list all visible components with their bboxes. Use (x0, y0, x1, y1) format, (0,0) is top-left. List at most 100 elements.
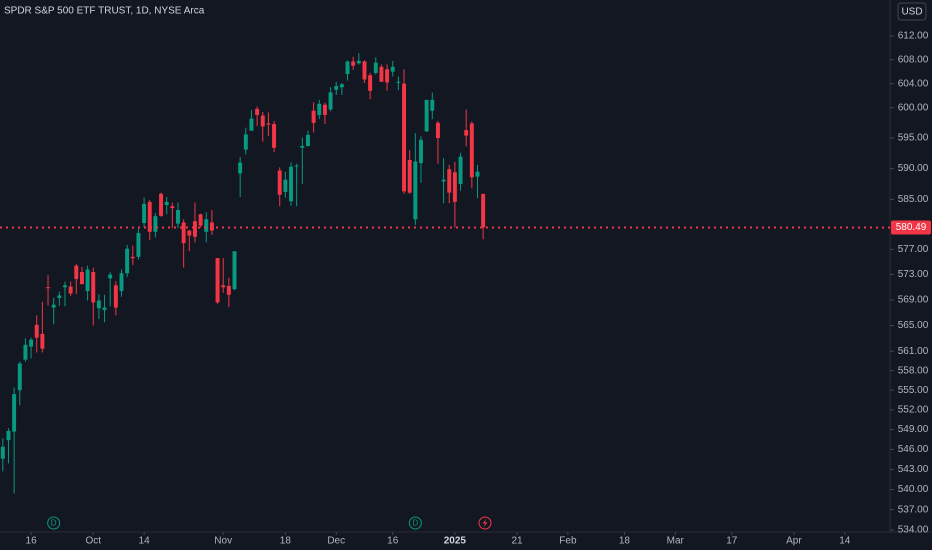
x-tick-label: Nov (214, 536, 232, 547)
x-tick-label: 2025 (444, 536, 467, 547)
candle-body (243, 134, 248, 150)
candle-body (345, 61, 350, 75)
y-tick-label: 612.00 (898, 31, 929, 42)
candle-body (379, 66, 384, 82)
y-tick-label: 577.00 (898, 244, 929, 255)
last-price-label: 580.49 (896, 222, 927, 233)
candle-body (464, 130, 469, 136)
y-tick-label: 565.00 (898, 320, 929, 331)
candle-body (328, 92, 333, 110)
x-tick-label: 18 (619, 536, 631, 547)
candle-body (322, 104, 327, 115)
candle-body (85, 269, 90, 292)
y-tick-label: 537.00 (898, 504, 929, 515)
candle-body (198, 214, 203, 226)
candle-body (469, 123, 474, 178)
y-tick-label: 552.00 (898, 404, 929, 415)
candle-body (430, 99, 435, 111)
candle-body (153, 216, 158, 232)
candle-body (452, 172, 457, 202)
candle-body (289, 166, 293, 202)
candle-body (249, 118, 254, 131)
candle-body (46, 287, 51, 289)
candle-body (435, 122, 440, 139)
candle-body (373, 62, 378, 73)
candle-body (266, 123, 271, 125)
y-tick-label: 595.00 (898, 133, 929, 144)
candle-body (142, 203, 147, 224)
y-tick-label: 608.00 (898, 54, 929, 65)
candle-body (34, 324, 39, 338)
candle-body (40, 333, 45, 349)
candle-body (192, 221, 197, 237)
candle-body (29, 339, 34, 347)
news-bolt[interactable] (482, 518, 488, 528)
candle-body (136, 233, 141, 257)
y-tick-label: 561.00 (898, 346, 929, 357)
candle-body (102, 307, 107, 311)
news-icon[interactable] (478, 516, 492, 530)
candle-body (402, 83, 407, 192)
candle-body (339, 84, 344, 88)
candle-body (317, 103, 322, 115)
candle-body (79, 272, 84, 285)
y-tick-label: 569.00 (898, 295, 929, 306)
y-tick-label: 540.00 (898, 484, 929, 495)
candle-body (226, 285, 231, 295)
candle-body (96, 300, 101, 309)
candle-body (368, 75, 373, 91)
candle-body (385, 69, 390, 83)
candle-body (68, 286, 73, 294)
y-tick-label: 585.00 (898, 194, 929, 205)
candle-body (458, 156, 463, 184)
currency-button[interactable] (897, 2, 927, 21)
candle-body (170, 206, 175, 209)
candle-body (215, 258, 220, 303)
candle-body (300, 145, 305, 148)
candle-body (17, 363, 22, 391)
candle-body (6, 430, 11, 441)
candle-body (63, 285, 67, 288)
x-tick-label: Dec (327, 536, 345, 547)
candle-body (232, 251, 237, 290)
candle-body (396, 81, 401, 83)
last-price-box (891, 220, 931, 235)
candle-body (351, 61, 356, 66)
candle-body (204, 219, 209, 232)
candle-body (260, 115, 265, 127)
candle-body (187, 230, 192, 236)
candle-body (91, 272, 96, 303)
y-tick-label: 558.00 (898, 365, 929, 376)
candle-body (130, 256, 135, 259)
x-tick-label: Oct (85, 536, 101, 547)
candle-body (294, 165, 299, 167)
dividend-label: D (412, 519, 418, 528)
x-tick-label: 14 (139, 536, 151, 547)
candle-body (334, 86, 339, 90)
candle-body (424, 99, 429, 132)
x-tick-label: 18 (280, 536, 292, 547)
currency-label[interactable]: USD (901, 7, 922, 18)
y-tick-label: 546.00 (898, 444, 929, 455)
candle-body (356, 60, 361, 64)
y-tick-label: 600.00 (898, 102, 929, 113)
candle-body (147, 201, 152, 232)
dividend-marker (408, 516, 422, 530)
candle-body (181, 222, 186, 244)
candle-body (159, 193, 164, 216)
candle-body (12, 394, 17, 432)
dividend-marker (47, 516, 61, 530)
candle-body (125, 248, 130, 274)
candle-body (441, 179, 446, 182)
candle-body (108, 274, 113, 279)
y-tick-label: 604.00 (898, 78, 929, 89)
x-tick-label: 16 (387, 536, 399, 547)
candle-body (119, 273, 124, 292)
y-tick-label: 543.00 (898, 464, 929, 475)
y-tick-label: 534.00 (898, 525, 929, 536)
x-tick-label: Apr (786, 536, 802, 547)
x-tick-label: 21 (511, 536, 523, 547)
